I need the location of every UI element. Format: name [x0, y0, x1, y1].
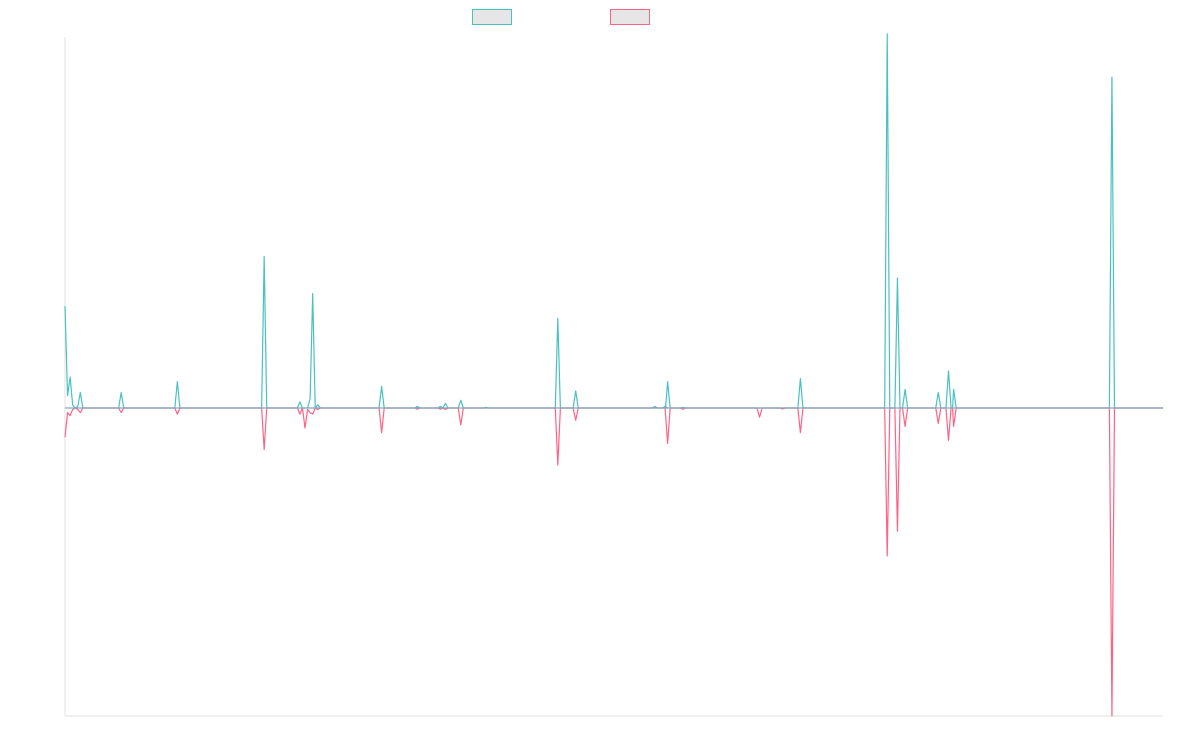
chart-legend — [472, 9, 656, 25]
legend-item-series-2[interactable] — [610, 9, 656, 25]
legend-item-series-1[interactable] — [472, 9, 518, 25]
series-line-2 — [64, 407, 1163, 717]
legend-swatch-series-1 — [472, 9, 512, 25]
chart-axes — [64, 37, 1163, 717]
chart-plot-area — [64, 33, 1163, 717]
legend-swatch-series-2 — [610, 9, 650, 25]
series-line-1 — [64, 33, 1163, 409]
